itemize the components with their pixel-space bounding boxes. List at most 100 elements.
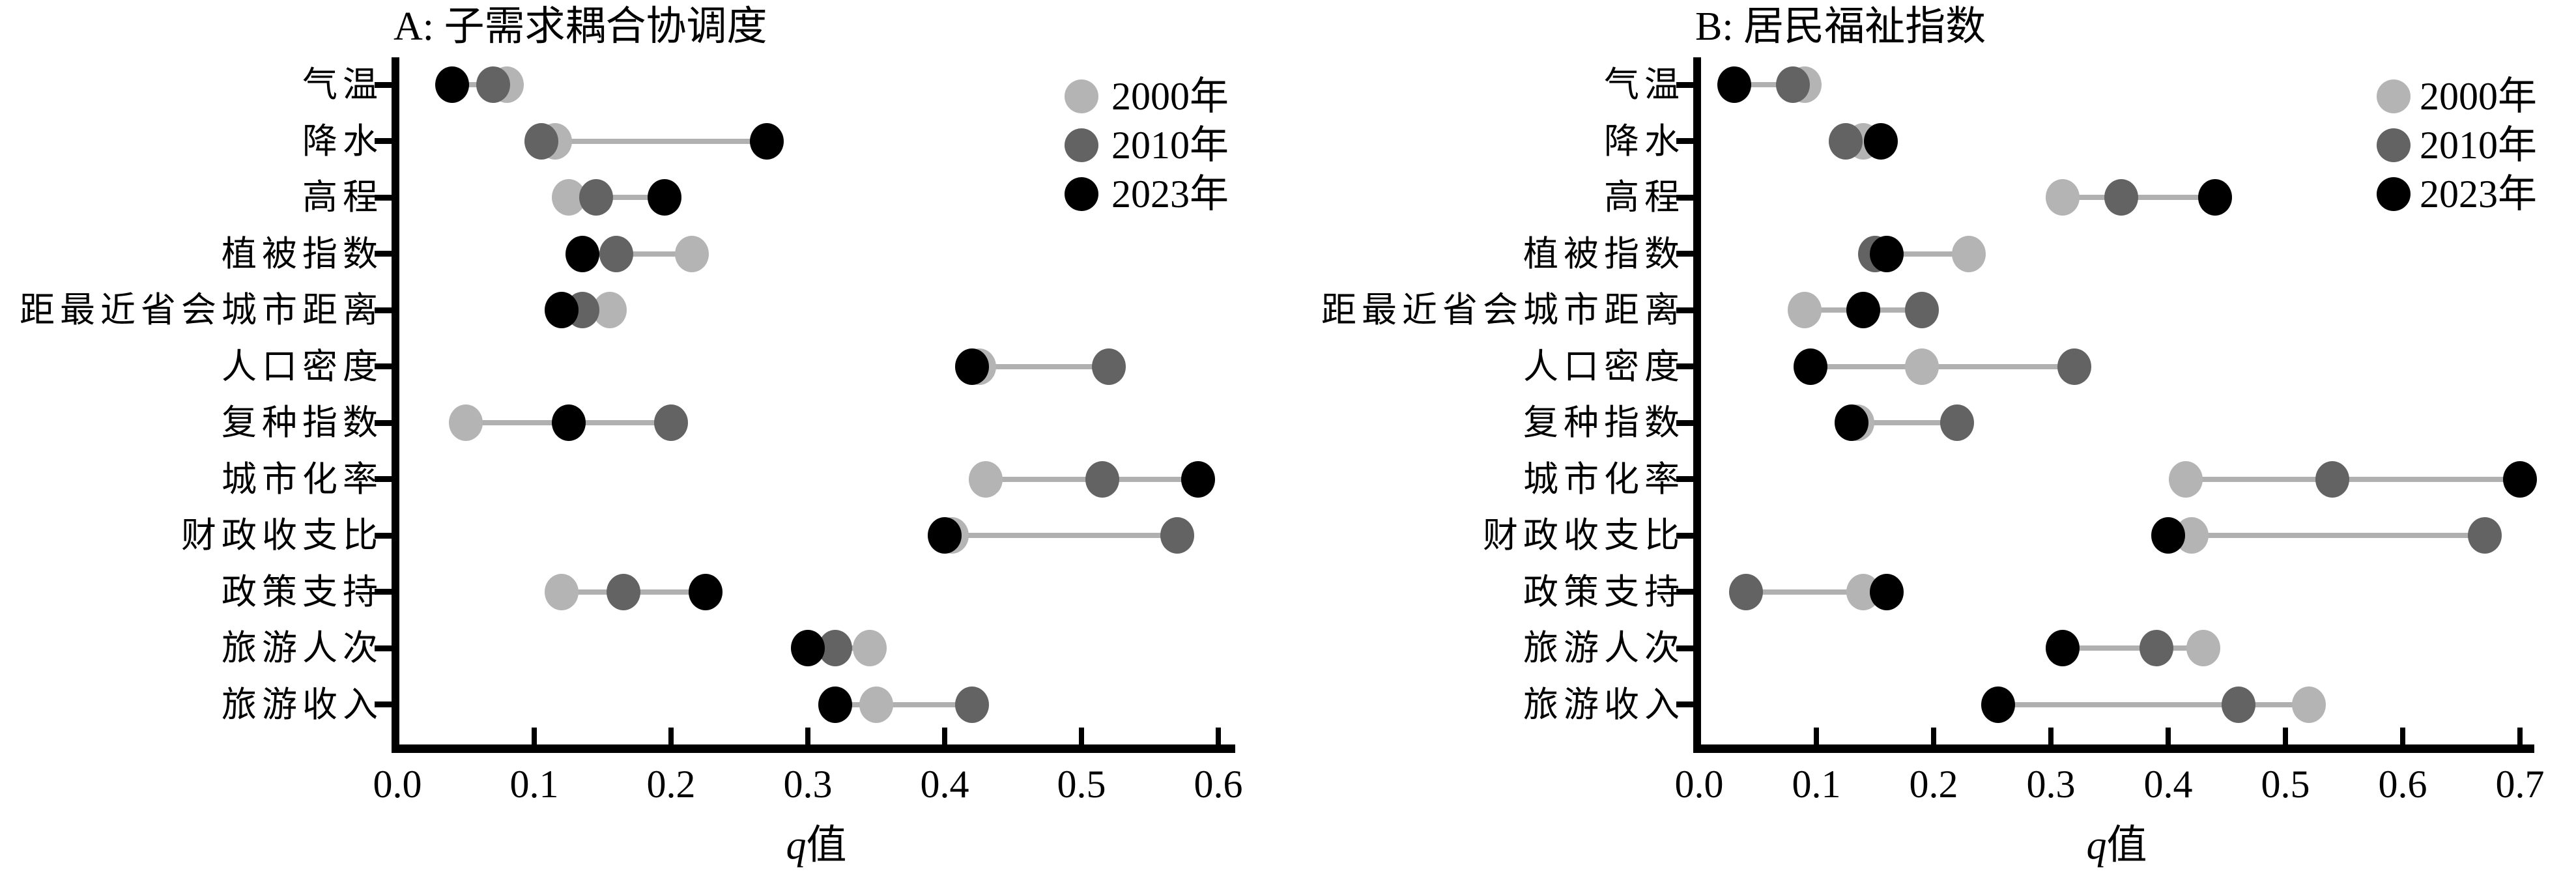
y-tick: [1676, 363, 1693, 369]
legend-label-2000: 2000年: [2420, 75, 2537, 118]
connector-line: [945, 533, 1177, 538]
legend-swatch-2023: [2377, 177, 2411, 211]
category-label: 植被指数: [1523, 234, 1685, 274]
y-tick: [375, 81, 392, 88]
x-tick-label: 0.3: [783, 763, 833, 806]
legend-label-2010: 2010年: [1111, 124, 1229, 167]
y-tick: [1676, 138, 1693, 144]
dot-2023: [2151, 517, 2185, 554]
legend-label-2023: 2023年: [1111, 173, 1229, 216]
x-tick: [2517, 728, 2523, 744]
y-tick: [1676, 701, 1693, 707]
x-tick: [1931, 728, 1936, 744]
y-tick: [375, 194, 392, 201]
dot-2010: [654, 404, 688, 441]
dot-2023: [565, 235, 599, 272]
y-tick: [375, 645, 392, 651]
x-tick-label: 0.5: [1057, 763, 1106, 806]
connector-line: [972, 363, 1109, 369]
x-tick-label: 0.4: [920, 763, 969, 806]
connector-line: [1852, 420, 1957, 425]
panel-a-title: A: 子需求耦合协调度: [394, 5, 767, 49]
y-tick: [375, 251, 392, 257]
dot-2010: [1940, 404, 1974, 441]
dot-2023: [1870, 573, 1904, 610]
y-tick: [1676, 419, 1693, 426]
x-axis-line: [392, 744, 1235, 753]
dot-2000: [545, 573, 579, 610]
dot-2023: [1181, 460, 1215, 498]
category-label: 降水: [302, 121, 383, 161]
connector-line: [1810, 363, 2074, 369]
y-axis-line: [1693, 57, 1701, 753]
connector-line: [2063, 645, 2203, 651]
x-tick: [668, 728, 674, 744]
dot-2023: [2198, 179, 2232, 216]
x-tick: [1814, 728, 1819, 744]
category-label: 降水: [1604, 121, 1685, 161]
y-tick: [375, 532, 392, 539]
dot-2000: [2046, 179, 2080, 216]
category-label: 城市化率: [222, 459, 383, 499]
dot-2010: [955, 686, 989, 723]
legend-swatch-2000: [1065, 79, 1098, 113]
dot-2010: [1729, 573, 1763, 610]
connector-line: [568, 195, 665, 200]
dot-2023: [1864, 122, 1898, 160]
y-tick: [1676, 81, 1693, 88]
dot-2010: [524, 122, 558, 160]
x-tick-label: 0.3: [2026, 763, 2076, 806]
x-tick-label: 0.5: [2261, 763, 2310, 806]
dot-2000: [2169, 460, 2203, 498]
legend-label-2010: 2010年: [2420, 124, 2537, 167]
dot-2023: [818, 686, 852, 723]
dot-2023: [1717, 66, 1751, 103]
connector-line: [2168, 533, 2485, 538]
dot-2000: [449, 404, 483, 441]
x-tick: [2166, 728, 2171, 744]
dot-2023: [928, 517, 962, 554]
connector-line: [1746, 589, 1887, 595]
x-tick: [532, 728, 537, 744]
connector-line: [541, 138, 767, 144]
dot-2023: [750, 122, 784, 160]
category-label: 距最近省会城市距离: [20, 290, 383, 330]
x-axis-title-q: q: [786, 823, 807, 868]
x-tick-label: 0.2: [646, 763, 696, 806]
dot-2023: [2046, 630, 2080, 666]
x-tick-label: 0.6: [1194, 763, 1243, 806]
x-tick-label: 0.6: [2378, 763, 2427, 806]
dot-2000: [2292, 686, 2326, 723]
category-label: 距最近省会城市距离: [1321, 290, 1685, 330]
y-tick: [375, 138, 392, 144]
x-axis-title-q: q: [2086, 823, 2107, 868]
x-axis-title: q值: [2086, 823, 2147, 868]
dot-2023: [435, 66, 469, 103]
legend-label-2023: 2023年: [2420, 173, 2537, 216]
y-tick: [1676, 476, 1693, 482]
category-label: 旅游收入: [1523, 685, 1685, 724]
y-tick: [1676, 251, 1693, 257]
category-label: 气温: [302, 65, 383, 104]
legend-swatch-2010: [2377, 128, 2411, 162]
dot-2010: [579, 179, 613, 216]
x-tick-label: 0.1: [1792, 763, 1841, 806]
y-tick: [1676, 532, 1693, 539]
dot-2000: [2186, 630, 2220, 666]
legend-swatch-2010: [1065, 128, 1098, 162]
category-label: 高程: [1604, 178, 1685, 217]
x-axis-line: [1693, 744, 2534, 753]
dot-2010: [1905, 292, 1939, 328]
y-tick: [1676, 307, 1693, 313]
y-tick: [375, 589, 392, 595]
dot-2023: [1794, 348, 1827, 385]
category-label: 植被指数: [222, 234, 383, 274]
y-tick: [375, 307, 392, 313]
dot-2010: [1776, 66, 1810, 103]
category-label: 人口密度: [222, 347, 383, 386]
connector-line: [1875, 251, 1969, 257]
y-tick: [1676, 194, 1693, 201]
dot-2023: [1846, 292, 1880, 328]
dot-2010: [2222, 686, 2255, 723]
dot-2000: [852, 630, 887, 666]
